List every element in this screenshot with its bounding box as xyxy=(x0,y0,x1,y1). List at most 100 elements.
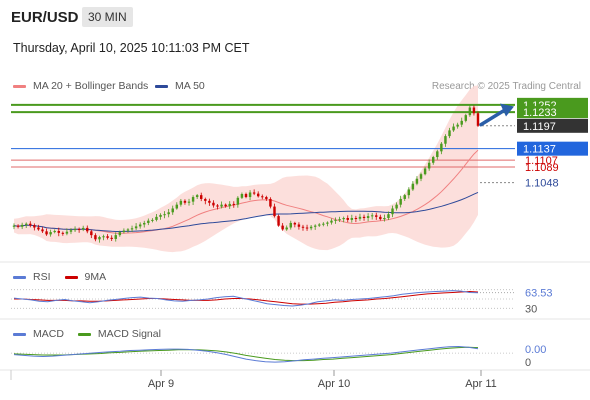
ma50-swatch xyxy=(155,84,168,88)
candle-body xyxy=(432,157,435,163)
candle-body xyxy=(16,225,20,227)
candle-body xyxy=(212,202,215,206)
candle-body xyxy=(403,195,406,199)
candle-body xyxy=(407,189,411,196)
candle-body xyxy=(49,232,52,235)
pair-title: EUR/USD xyxy=(11,9,79,26)
candle-body xyxy=(366,216,370,218)
level-tag-1.1107: 1.1107 xyxy=(525,155,558,167)
candle-body xyxy=(395,204,398,209)
macd-label-value: 0.00 xyxy=(525,344,546,356)
candle-body xyxy=(134,226,138,229)
candle-body xyxy=(411,183,415,190)
rsi-line xyxy=(13,290,479,307)
candle-body xyxy=(187,201,191,203)
legend-rsi-label: RSI xyxy=(33,271,51,283)
legend-ma9-label: 9MA xyxy=(84,271,107,283)
candle-body xyxy=(73,229,77,231)
candle-body xyxy=(427,162,431,169)
macd-swatch xyxy=(13,332,26,336)
candle-body xyxy=(94,235,97,240)
legend-ma20: MA 20 + Bollinger Bands xyxy=(13,80,148,92)
legend-rsi: RSI 9MA xyxy=(13,271,106,283)
candle-body xyxy=(330,220,333,223)
candle-body xyxy=(224,204,227,207)
candle-body xyxy=(102,236,105,238)
candle-body xyxy=(114,235,117,239)
candle-body xyxy=(309,226,313,229)
candle-body xyxy=(301,226,305,228)
last-price-tag-bg xyxy=(517,118,588,133)
candle-body xyxy=(12,225,16,227)
projection-arrow-head xyxy=(500,103,514,117)
candle-body xyxy=(110,237,113,239)
candle-body xyxy=(387,214,390,218)
candle-body xyxy=(126,229,130,231)
candle-body xyxy=(261,196,264,198)
candle-body xyxy=(318,224,321,226)
legend-macd-label: MACD xyxy=(33,328,64,340)
legend-macd: MACD MACD Signal xyxy=(13,328,161,340)
candle-body xyxy=(143,222,146,225)
legend-ma50-label: MA 50 xyxy=(175,80,205,92)
candle-body xyxy=(297,224,301,227)
candle-body xyxy=(362,216,366,218)
candle-body xyxy=(289,222,292,228)
candle-body xyxy=(57,230,60,233)
pivot-tag-bg xyxy=(517,141,588,156)
candle-body xyxy=(399,198,402,205)
candle-body xyxy=(175,204,179,209)
candle-body xyxy=(322,223,325,225)
candle-body xyxy=(45,231,48,235)
candle-body xyxy=(273,206,276,217)
ma20-swatch xyxy=(13,84,26,88)
candle-body xyxy=(171,208,174,213)
candle-body xyxy=(354,218,358,219)
x-label-1: Apr 10 xyxy=(318,378,350,390)
candle-body xyxy=(106,236,109,238)
level-tag-bg-1.1233 xyxy=(517,106,588,119)
candle-body xyxy=(326,222,329,224)
x-label-0: Apr 9 xyxy=(148,378,174,390)
candle-body xyxy=(236,197,240,205)
candle-body xyxy=(122,230,126,233)
candle-body xyxy=(379,216,382,220)
ma50-value-tag: 1.1048 xyxy=(525,178,559,190)
candle-body xyxy=(29,223,32,226)
candle-body xyxy=(195,195,199,198)
datetime-label: Thursday, April 10, 2025 10:11:03 PM CET xyxy=(13,41,250,55)
level-tag-1.1233: 1.1233 xyxy=(523,107,557,119)
rsi-label-30: 30 xyxy=(525,303,537,315)
rsi-label-63.53: 63.53 xyxy=(525,288,553,300)
candle-body xyxy=(338,219,341,221)
candle-body xyxy=(81,227,85,230)
legend-ma20-label: MA 20 + Bollinger Bands xyxy=(33,80,149,92)
last-price-tag: 1.1197 xyxy=(523,121,556,133)
candle-body xyxy=(232,203,236,205)
candle-body xyxy=(179,200,183,205)
candle-body xyxy=(281,225,284,230)
candle-body xyxy=(155,216,158,220)
candle-body xyxy=(472,107,476,114)
candle-body xyxy=(220,204,223,207)
ma50-line xyxy=(13,191,479,232)
macd-line xyxy=(13,345,479,363)
candle-body xyxy=(167,212,170,215)
candle-body xyxy=(350,218,354,220)
candle-body xyxy=(138,224,142,227)
candle-body xyxy=(86,227,89,232)
candle-body xyxy=(208,200,211,203)
candle-body xyxy=(452,126,455,131)
candle-body xyxy=(419,174,423,179)
candle-body xyxy=(476,113,480,126)
candle-body xyxy=(440,143,443,152)
candle-body xyxy=(65,231,69,234)
candle-body xyxy=(240,194,244,198)
candle-body xyxy=(256,193,260,197)
candle-body xyxy=(163,214,166,216)
timeframe-badge[interactable]: 30 MIN xyxy=(82,7,133,27)
candle-body xyxy=(118,232,122,236)
candle-body xyxy=(24,223,28,225)
candle-body xyxy=(248,192,252,198)
candle-body xyxy=(448,130,451,137)
